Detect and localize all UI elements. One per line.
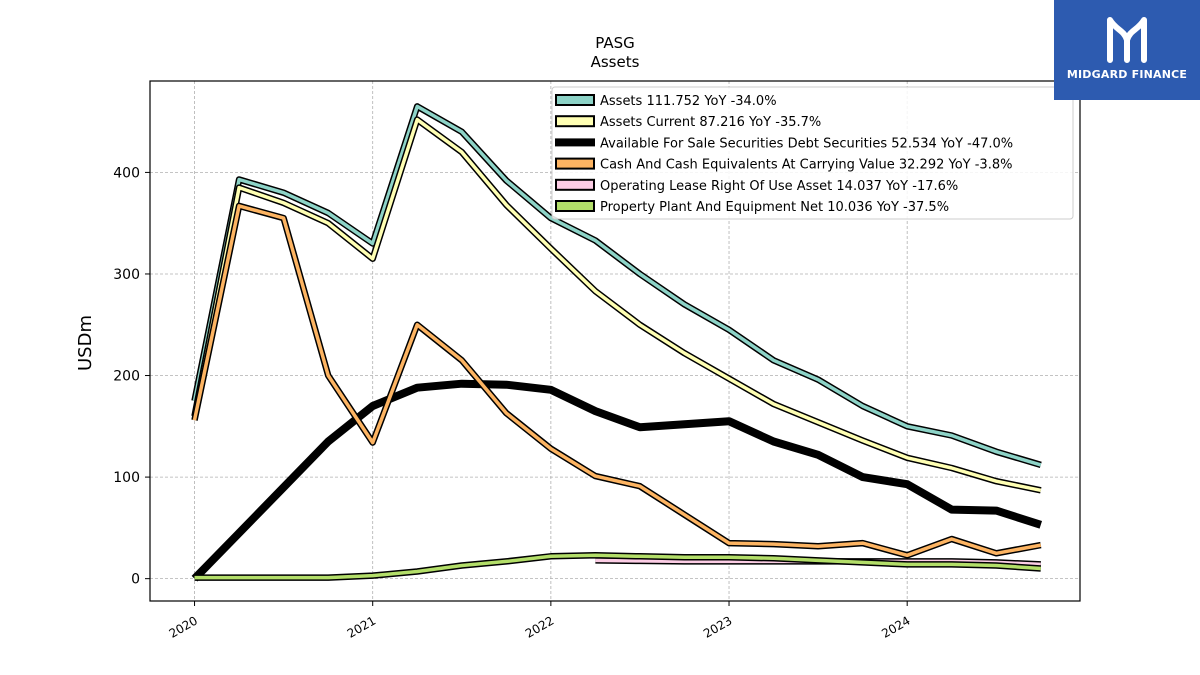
y-tick-label: 300 — [113, 267, 140, 283]
logo-mark-icon — [1054, 0, 1200, 100]
series-line — [192, 117, 1042, 493]
midgard-finance-logo: MIDGARD FINANCE — [1054, 0, 1200, 100]
legend: Assets 111.752 YoY -34.0% Assets Current … — [551, 86, 1074, 220]
y-axis-label: USDm — [75, 315, 96, 371]
y-tick-label: 100 — [113, 470, 140, 486]
legend-label: Assets 111.752 YoY -34.0% — [600, 94, 777, 109]
legend-swatch — [555, 157, 595, 170]
legend-swatch — [555, 94, 595, 106]
series-group — [191, 103, 1043, 582]
legend-label: Cash And Cash Equivalents At Carrying Va… — [600, 158, 1012, 173]
legend-swatch — [555, 138, 595, 147]
logo-text: MIDGARD FINANCE — [1066, 68, 1188, 81]
legend-swatch — [555, 115, 595, 128]
series-line — [194, 553, 1041, 580]
series-line — [192, 104, 1042, 467]
series-line — [191, 379, 1043, 582]
legend-label: Available For Sale Securities Debt Secur… — [600, 136, 1013, 151]
legend-swatch — [555, 200, 595, 212]
chart-subtitle: Assets — [591, 53, 640, 71]
legend-label: Assets Current 87.216 YoY -35.7% — [600, 115, 821, 130]
y-tick-label: 400 — [113, 165, 140, 181]
series-line — [192, 204, 1042, 558]
y-tick-label: 0 — [131, 572, 140, 588]
legend-label: Property Plant And Equipment Net 10.036 … — [600, 200, 949, 215]
legend-box — [551, 86, 1074, 220]
y-tick-label: 200 — [113, 369, 140, 385]
legend-label: Operating Lease Right Of Use Asset 14.03… — [600, 179, 958, 194]
legend-swatch — [555, 178, 595, 191]
plot-frame — [149, 80, 1081, 602]
chart-title: PASG — [595, 34, 635, 52]
